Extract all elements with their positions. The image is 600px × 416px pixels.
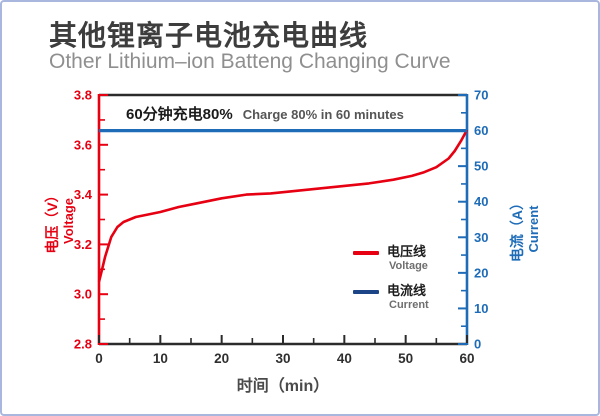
page-subtitle: Other Lithium–ion Batteng Changing Curve bbox=[49, 50, 451, 73]
right-tick-label: 20 bbox=[474, 265, 488, 280]
chart-annotation: 60分钟充电80% Charge 80% in 60 minutes bbox=[126, 103, 404, 124]
left-tick-label: 2.8 bbox=[74, 337, 92, 352]
right-axis-title-cn: 电流（A） bbox=[509, 195, 526, 263]
x-tick-label: 30 bbox=[275, 351, 290, 366]
right-tick-label: 50 bbox=[474, 159, 488, 174]
page-title: 其他锂离子电池充电曲线 bbox=[49, 20, 369, 51]
left-axis-title-cn: 电压（V） bbox=[44, 188, 61, 254]
x-axis-title: 时间（min） bbox=[236, 378, 330, 395]
right-axis-title-en: Current bbox=[525, 205, 541, 253]
voltage-legend-swatch bbox=[353, 251, 379, 255]
right-tick-label: 60 bbox=[474, 123, 488, 138]
annotation-text-cn: 60分钟充电80% bbox=[126, 106, 233, 123]
right-tick-label: 70 bbox=[474, 88, 488, 103]
legend: 电压线 Voltage 电流线 Current bbox=[353, 244, 429, 322]
left-tick-label: 3.0 bbox=[74, 287, 92, 302]
right-tick-label: 10 bbox=[474, 301, 488, 316]
x-tick-label: 20 bbox=[214, 351, 229, 366]
left-tick-label: 3.2 bbox=[74, 237, 92, 252]
x-tick-label: 0 bbox=[95, 351, 103, 366]
legend-item-voltage: 电压线 Voltage bbox=[353, 244, 429, 273]
left-axis-title: 电压（V） Voltage bbox=[42, 161, 78, 281]
legend-voltage-label-en: Voltage bbox=[389, 259, 428, 272]
left-tick-label: 3.4 bbox=[74, 187, 93, 202]
right-axis-title: 电流（A） Current bbox=[507, 174, 543, 284]
left-axis-title-en: Voltage bbox=[60, 198, 76, 244]
legend-current-label-en: Current bbox=[389, 298, 429, 311]
x-tick-label: 60 bbox=[459, 351, 474, 366]
current-legend-swatch bbox=[353, 289, 379, 294]
x-tick-label: 10 bbox=[153, 351, 168, 366]
right-tick-label: 0 bbox=[474, 337, 481, 352]
left-tick-label: 3.6 bbox=[74, 137, 92, 152]
right-tick-label: 40 bbox=[474, 194, 488, 209]
right-tick-label: 30 bbox=[474, 230, 488, 245]
annotation-text-en: Charge 80% in 60 minutes bbox=[242, 107, 404, 122]
x-tick-label: 50 bbox=[398, 351, 413, 366]
x-tick-label: 40 bbox=[337, 351, 352, 366]
voltage-curve bbox=[97, 129, 469, 283]
legend-voltage-label-cn: 电压线 bbox=[387, 244, 427, 259]
left-tick-label: 3.8 bbox=[74, 88, 92, 103]
legend-current-label-cn: 电流线 bbox=[387, 282, 427, 298]
legend-item-current: 电流线 Current bbox=[353, 282, 429, 312]
